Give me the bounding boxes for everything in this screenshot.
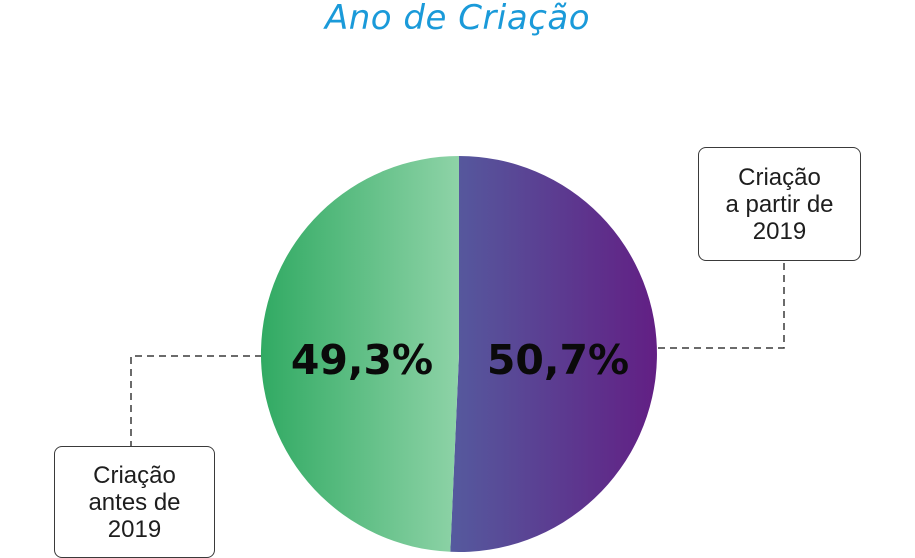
callout-before-2019-line-2: antes de bbox=[88, 488, 181, 516]
callout-before-2019-line-1: Criação bbox=[93, 461, 176, 489]
callout-after-2019-line-2: a partir de bbox=[725, 190, 834, 218]
callout-before-2019-line-3: 2019 bbox=[107, 515, 162, 543]
callout-before-2019: Criação antes de 2019 bbox=[54, 446, 215, 558]
callout-after-2019-line-3: 2019 bbox=[752, 217, 807, 245]
callout-after-2019-line-1: Criação bbox=[738, 163, 821, 191]
callout-after-2019: Criação a partir de 2019 bbox=[698, 147, 861, 261]
callout-after-2019-text: Criação a partir de 2019 bbox=[725, 164, 833, 245]
leader-line-before-2019 bbox=[130, 355, 262, 446]
pie-slice-before-2019 bbox=[260, 156, 459, 552]
chart-title: Ano de Criação bbox=[324, 0, 591, 38]
callout-before-2019-text: Criação antes de 2019 bbox=[88, 462, 180, 543]
value-label-before-2019: 49,3% bbox=[291, 336, 433, 384]
value-label-after-2019: 50,7% bbox=[487, 336, 629, 384]
pie-slice-after-2019 bbox=[450, 156, 657, 552]
leader-line-after-2019 bbox=[658, 262, 785, 349]
